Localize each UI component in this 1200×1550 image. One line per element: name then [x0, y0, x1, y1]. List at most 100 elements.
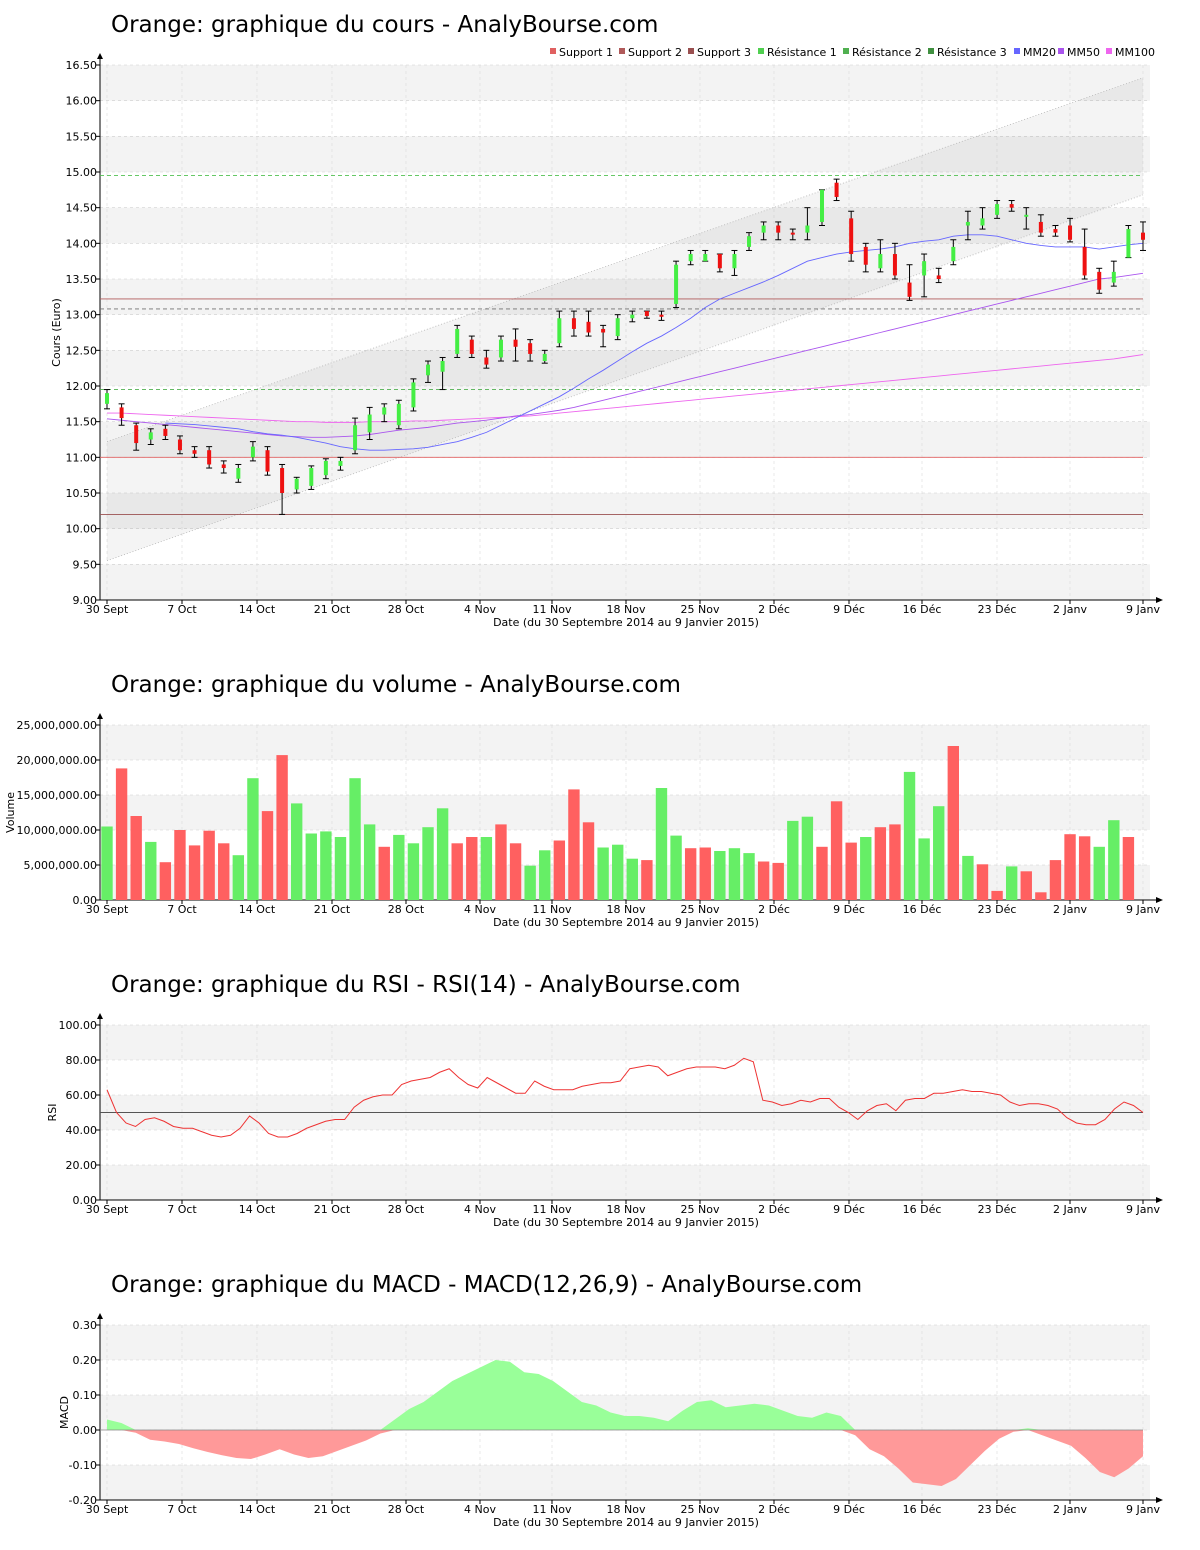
- volume-bar: [874, 827, 887, 900]
- candle-body: [1126, 229, 1131, 258]
- y-tick-label: 25,000,000.00: [17, 719, 97, 732]
- legend-swatch: [1106, 48, 1112, 54]
- x-tick-label: 23 Déc: [978, 1203, 1017, 1216]
- macd-negative-area: [107, 1430, 1143, 1486]
- x-tick-label: 11 Nov: [533, 903, 572, 916]
- legend-label: Résistance 2: [852, 46, 922, 59]
- y-tick-label: 100.00: [59, 1019, 98, 1032]
- volume-bar: [1078, 836, 1091, 900]
- macd-positive-area: [107, 1360, 1143, 1430]
- volume-chart-title: Orange: graphique du volume - AnalyBours…: [111, 672, 681, 698]
- candle-body: [776, 225, 781, 233]
- x-tick-label: 16 Déc: [903, 903, 942, 916]
- volume-bar: [962, 855, 974, 900]
- y-tick-label: -0.10: [69, 1459, 97, 1472]
- price-chart: 9.00 9.50 10.00 10.50 11.00 11.50 12.00 12.50 13…: [50, 46, 1163, 629]
- x-tick-label: 16 Déc: [903, 1203, 942, 1216]
- volume-bar: [407, 843, 420, 900]
- candle-body: [236, 468, 241, 479]
- volume-bar: [641, 860, 653, 900]
- y-tick-label: 0.00: [73, 894, 98, 907]
- y-axis-label: RSI: [46, 1104, 59, 1122]
- candle-body: [849, 218, 854, 255]
- volume-bar: [247, 778, 259, 900]
- x-tick-label: 9 Janv: [1126, 603, 1160, 616]
- volume-bar: [1035, 892, 1047, 900]
- legend-label: MM20: [1023, 46, 1056, 59]
- x-tick-label: 9 Déc: [833, 603, 865, 616]
- candle-body: [353, 425, 358, 451]
- candle-body: [805, 225, 810, 233]
- legend-swatch: [688, 48, 694, 54]
- y-tick-label: 13.00: [66, 309, 98, 322]
- volume-bar: [743, 853, 755, 900]
- grid-band: [100, 136, 1150, 172]
- y-tick-label: 80.00: [66, 1054, 98, 1067]
- grid-band: [100, 1165, 1150, 1200]
- candle-body: [1082, 246, 1087, 276]
- candle-body: [965, 221, 970, 226]
- candle-body: [878, 254, 883, 269]
- volume-bar: [159, 862, 172, 900]
- legend-label: Résistance 3: [937, 46, 1007, 59]
- volume-bar: [670, 835, 682, 900]
- volume-bar: [261, 811, 274, 900]
- x-tick-label: 9 Déc: [833, 1203, 865, 1216]
- volume-bar: [174, 830, 186, 900]
- candle-body: [586, 321, 591, 333]
- y-tick-label: 20.00: [66, 1159, 98, 1172]
- volume-bar: [320, 831, 332, 900]
- candle-body: [426, 364, 431, 376]
- x-tick-label: 9 Janv: [1126, 903, 1160, 916]
- candle-body: [1053, 229, 1058, 233]
- volume-bar: [378, 846, 390, 900]
- volume-bar: [816, 846, 828, 900]
- candle-body: [557, 318, 562, 344]
- candle-body: [1024, 214, 1029, 217]
- x-tick-label: 23 Déc: [978, 603, 1017, 616]
- grid-band: [100, 865, 1150, 900]
- x-tick-label: 18 Nov: [607, 1203, 646, 1216]
- volume-bar: [714, 851, 726, 900]
- x-tick-label: 28 Oct: [388, 1503, 425, 1516]
- candle-body: [192, 450, 197, 454]
- volume-bar: [699, 847, 711, 900]
- candle-body: [936, 275, 941, 279]
- x-tick-label: 4 Nov: [464, 1203, 496, 1216]
- x-tick-label: 4 Nov: [464, 903, 496, 916]
- grid-band: [100, 1325, 1150, 1360]
- y-tick-label: 14.50: [66, 202, 98, 215]
- macd-chart: -0.20 -0.10 0.00 0.10 0.20 0.30 30 Sept 7 Oct 14…: [58, 1313, 1163, 1529]
- candle-body: [571, 318, 576, 329]
- y-tick-label: 5,000,000.00: [24, 859, 97, 872]
- x-tick-label: 28 Oct: [388, 903, 425, 916]
- y-tick-label: -0.20: [69, 1494, 97, 1507]
- y-tick-label: 13.50: [66, 273, 98, 286]
- volume-bar: [334, 837, 347, 900]
- candle-body: [703, 254, 708, 262]
- volume-bar: [991, 890, 1003, 900]
- volume-bar: [101, 826, 113, 900]
- y-tick-label: 11.00: [66, 451, 98, 464]
- candle-body: [1068, 225, 1073, 240]
- x-tick-label: 30 Sept: [86, 903, 129, 916]
- macd-chart-title: Orange: graphique du MACD - MACD(12,26,9…: [111, 1272, 863, 1298]
- x-axis-arrow: [1156, 1497, 1163, 1503]
- candle-body: [309, 468, 314, 486]
- candle-body: [469, 339, 474, 354]
- legend-label: MM100: [1115, 46, 1155, 59]
- volume-bar: [480, 837, 493, 900]
- y-axis-arrow: [97, 1313, 103, 1319]
- y-axis-arrow: [97, 1013, 103, 1019]
- channel-upper-line: [106, 77, 1144, 443]
- volume-bar: [757, 861, 770, 900]
- y-tick-label: 14.00: [66, 237, 98, 250]
- volume-bar: [860, 837, 872, 900]
- candle-body: [396, 403, 401, 426]
- mm100-line: [107, 354, 1144, 423]
- x-tick-label: 23 Déc: [978, 903, 1017, 916]
- y-axis-label: Cours (Euro): [50, 298, 63, 367]
- candle-body: [761, 225, 766, 233]
- volume-bar: [976, 864, 989, 900]
- trend-channel: [107, 77, 1143, 561]
